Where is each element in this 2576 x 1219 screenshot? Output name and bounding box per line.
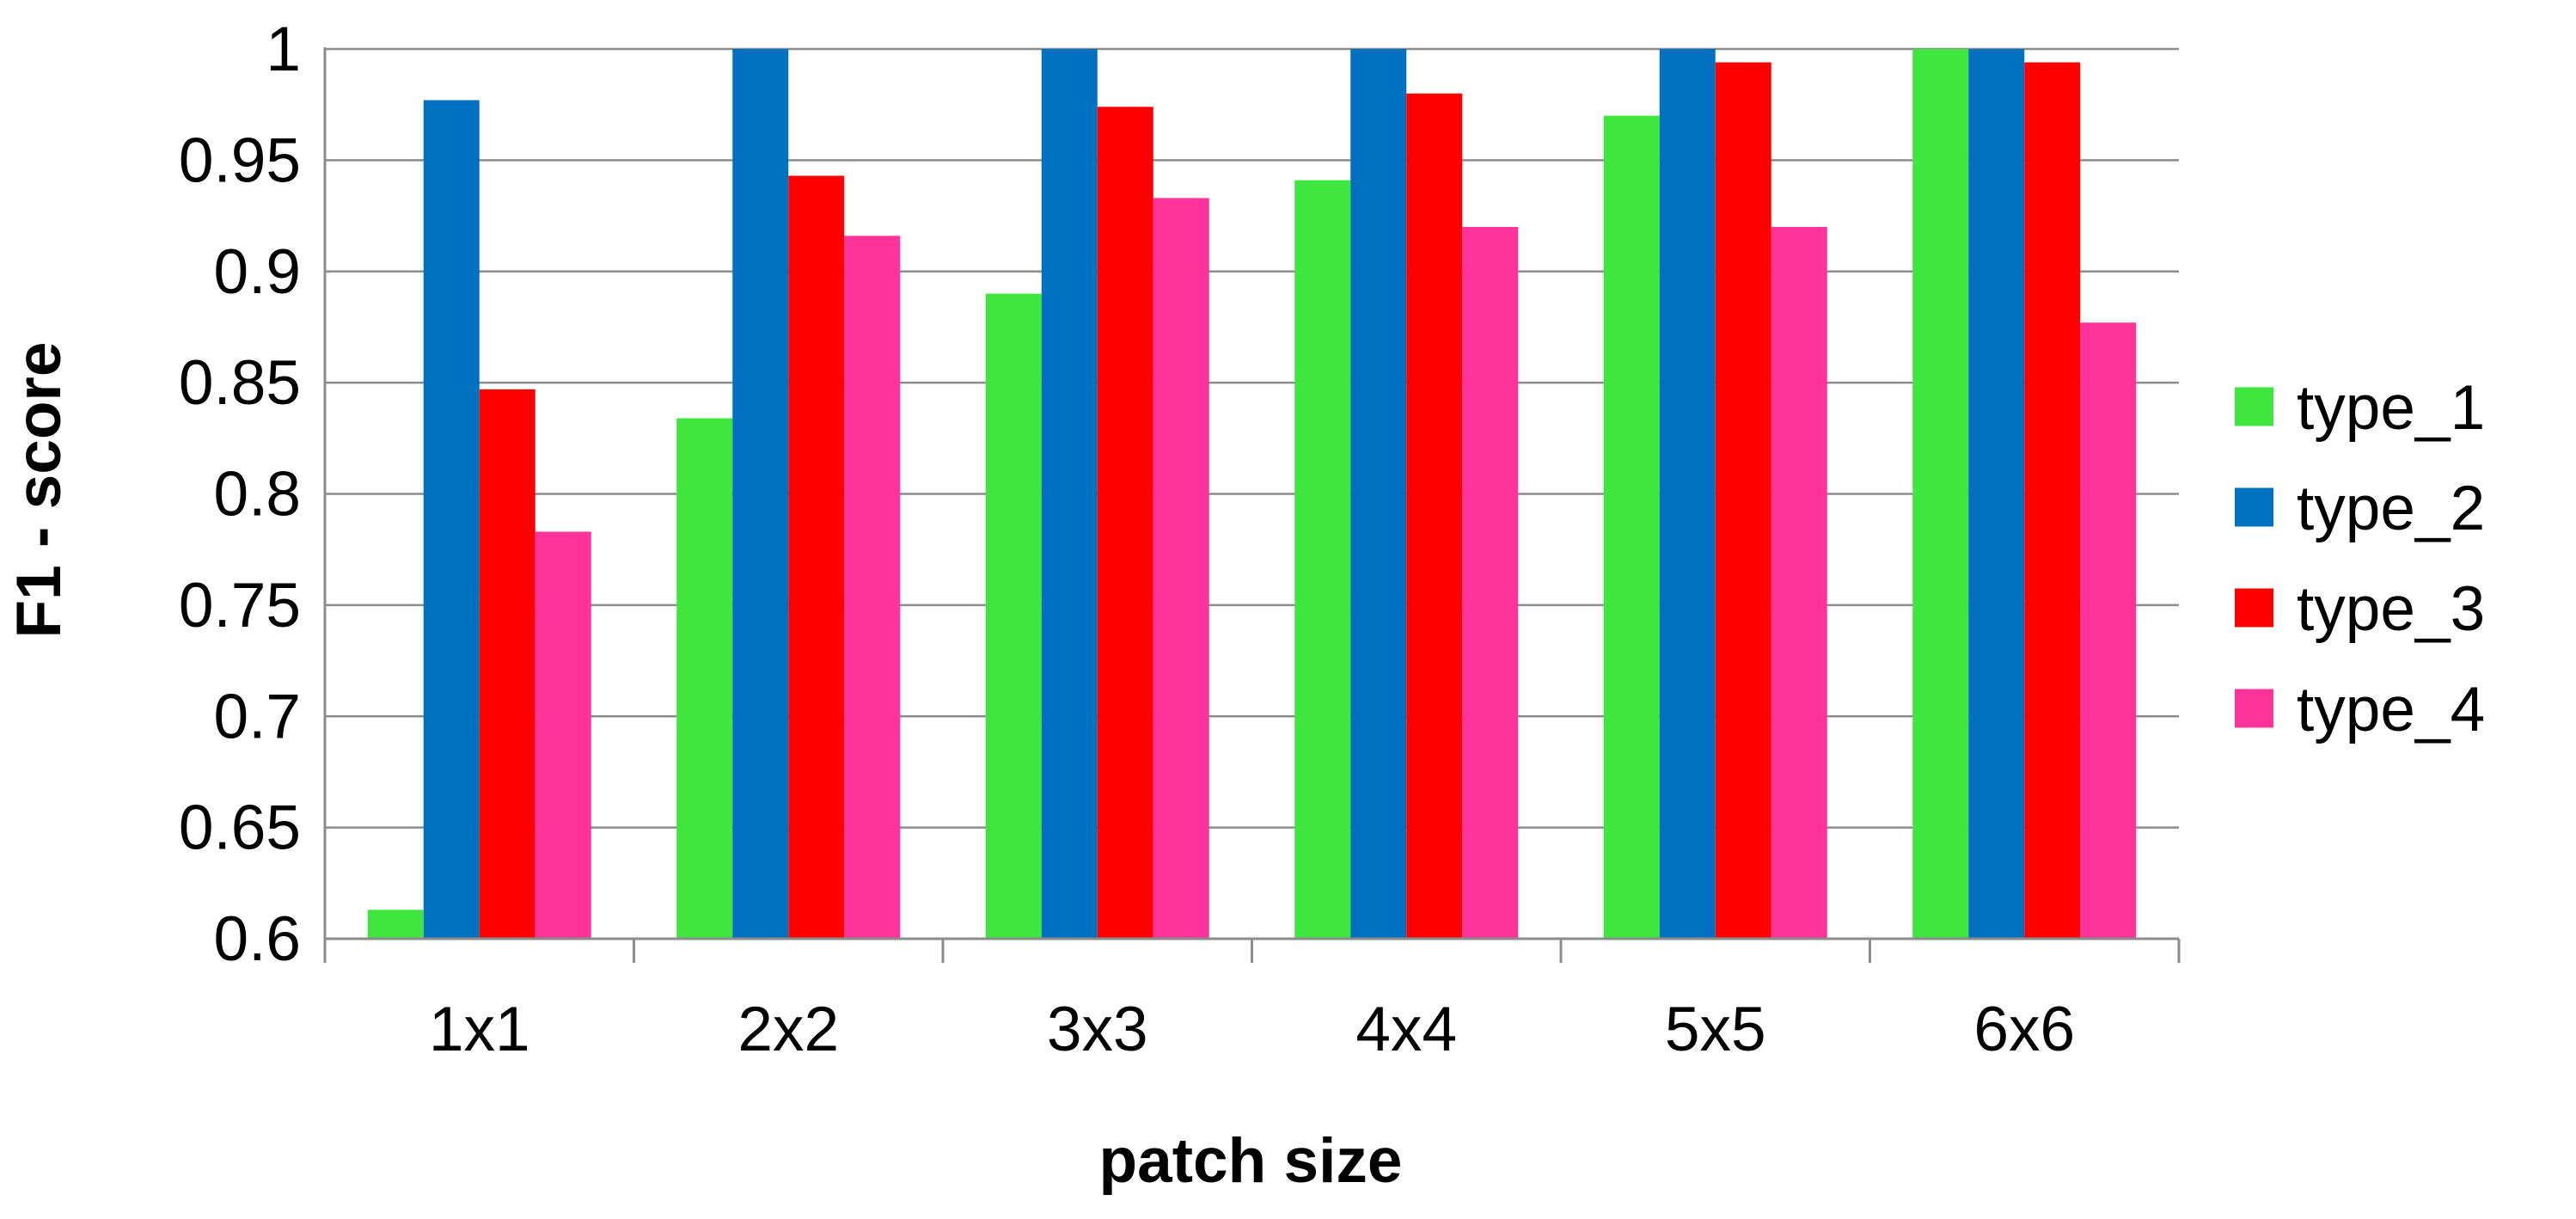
y-tick-label: 0.75 xyxy=(179,571,301,640)
x-tick-labels: 1x1 2x2 3x3 4x4 5x5 6x6 xyxy=(429,995,2075,1064)
bar-type_2-4x4 xyxy=(1350,49,1407,939)
bar-type_2-1x1 xyxy=(423,100,480,939)
bar-type_3-3x3 xyxy=(1097,107,1153,939)
legend-swatch-type_2 xyxy=(2235,487,2273,527)
y-tick-label: 0.6 xyxy=(214,904,301,974)
y-axis-title: F1 - score xyxy=(4,342,74,639)
bar-type_3-1x1 xyxy=(479,389,535,939)
x-tick-label: 6x6 xyxy=(1973,995,2075,1064)
bar-type_1-3x3 xyxy=(985,293,1042,939)
legend-label-type_2: type_2 xyxy=(2297,474,2485,543)
bars xyxy=(367,49,2137,940)
axes xyxy=(323,47,2181,963)
bar-type_3-2x2 xyxy=(788,175,845,940)
legend-swatch-type_3 xyxy=(2235,588,2273,628)
legend-swatch-type_1 xyxy=(2235,387,2273,426)
x-tick-label: 4x4 xyxy=(1355,995,1457,1064)
y-tick-label: 0.85 xyxy=(179,348,301,418)
bar-type_1-2x2 xyxy=(676,418,733,939)
bar-type_1-1x1 xyxy=(367,910,424,939)
legend-swatch-type_4 xyxy=(2235,689,2273,728)
bar-type_1-6x6 xyxy=(1912,49,1969,939)
bar-type_4-2x2 xyxy=(844,236,901,940)
bar-type_4-3x3 xyxy=(1153,198,1209,940)
bar-type_1-5x5 xyxy=(1603,115,1660,939)
y-tick-label: 0.65 xyxy=(179,793,301,863)
x-tick-label: 2x2 xyxy=(737,995,839,1064)
bar-type_3-6x6 xyxy=(2024,62,2081,939)
bar-type_2-5x5 xyxy=(1659,49,1716,939)
bar-type_2-6x6 xyxy=(1968,49,2025,939)
x-tick-label: 3x3 xyxy=(1047,995,1148,1064)
gridlines xyxy=(325,47,2179,829)
x-tick-label: 5x5 xyxy=(1665,995,1766,1064)
x-tick-label: 1x1 xyxy=(429,995,530,1064)
bar-type_4-6x6 xyxy=(2080,322,2137,939)
bar-type_2-3x3 xyxy=(1041,49,1098,939)
y-tick-label: 1 xyxy=(266,15,301,84)
bar-type_1-4x4 xyxy=(1294,180,1351,940)
x-axis-title: patch size xyxy=(1099,1126,1403,1196)
bar-type_2-2x2 xyxy=(732,49,789,939)
bar-type_4-1x1 xyxy=(535,531,591,939)
legend-label-type_1: type_1 xyxy=(2297,373,2485,443)
legend-label-type_3: type_3 xyxy=(2297,574,2485,644)
legend-label-type_4: type_4 xyxy=(2297,675,2485,744)
y-tick-labels: 0.6 0.65 0.7 0.75 0.8 0.85 0.9 0.95 1 xyxy=(179,15,301,974)
y-tick-label: 0.9 xyxy=(214,237,301,307)
bar-type_4-4x4 xyxy=(1462,227,1519,939)
y-tick-label: 0.8 xyxy=(214,460,301,530)
legend: type_1 type_2 type_3 type_4 xyxy=(2235,373,2485,744)
y-tick-label: 0.95 xyxy=(179,126,301,195)
y-tick-label: 0.7 xyxy=(214,682,301,751)
bar-type_4-5x5 xyxy=(1771,227,1827,939)
bar-type_3-4x4 xyxy=(1406,93,1463,939)
bar-type_3-5x5 xyxy=(1715,62,1771,939)
